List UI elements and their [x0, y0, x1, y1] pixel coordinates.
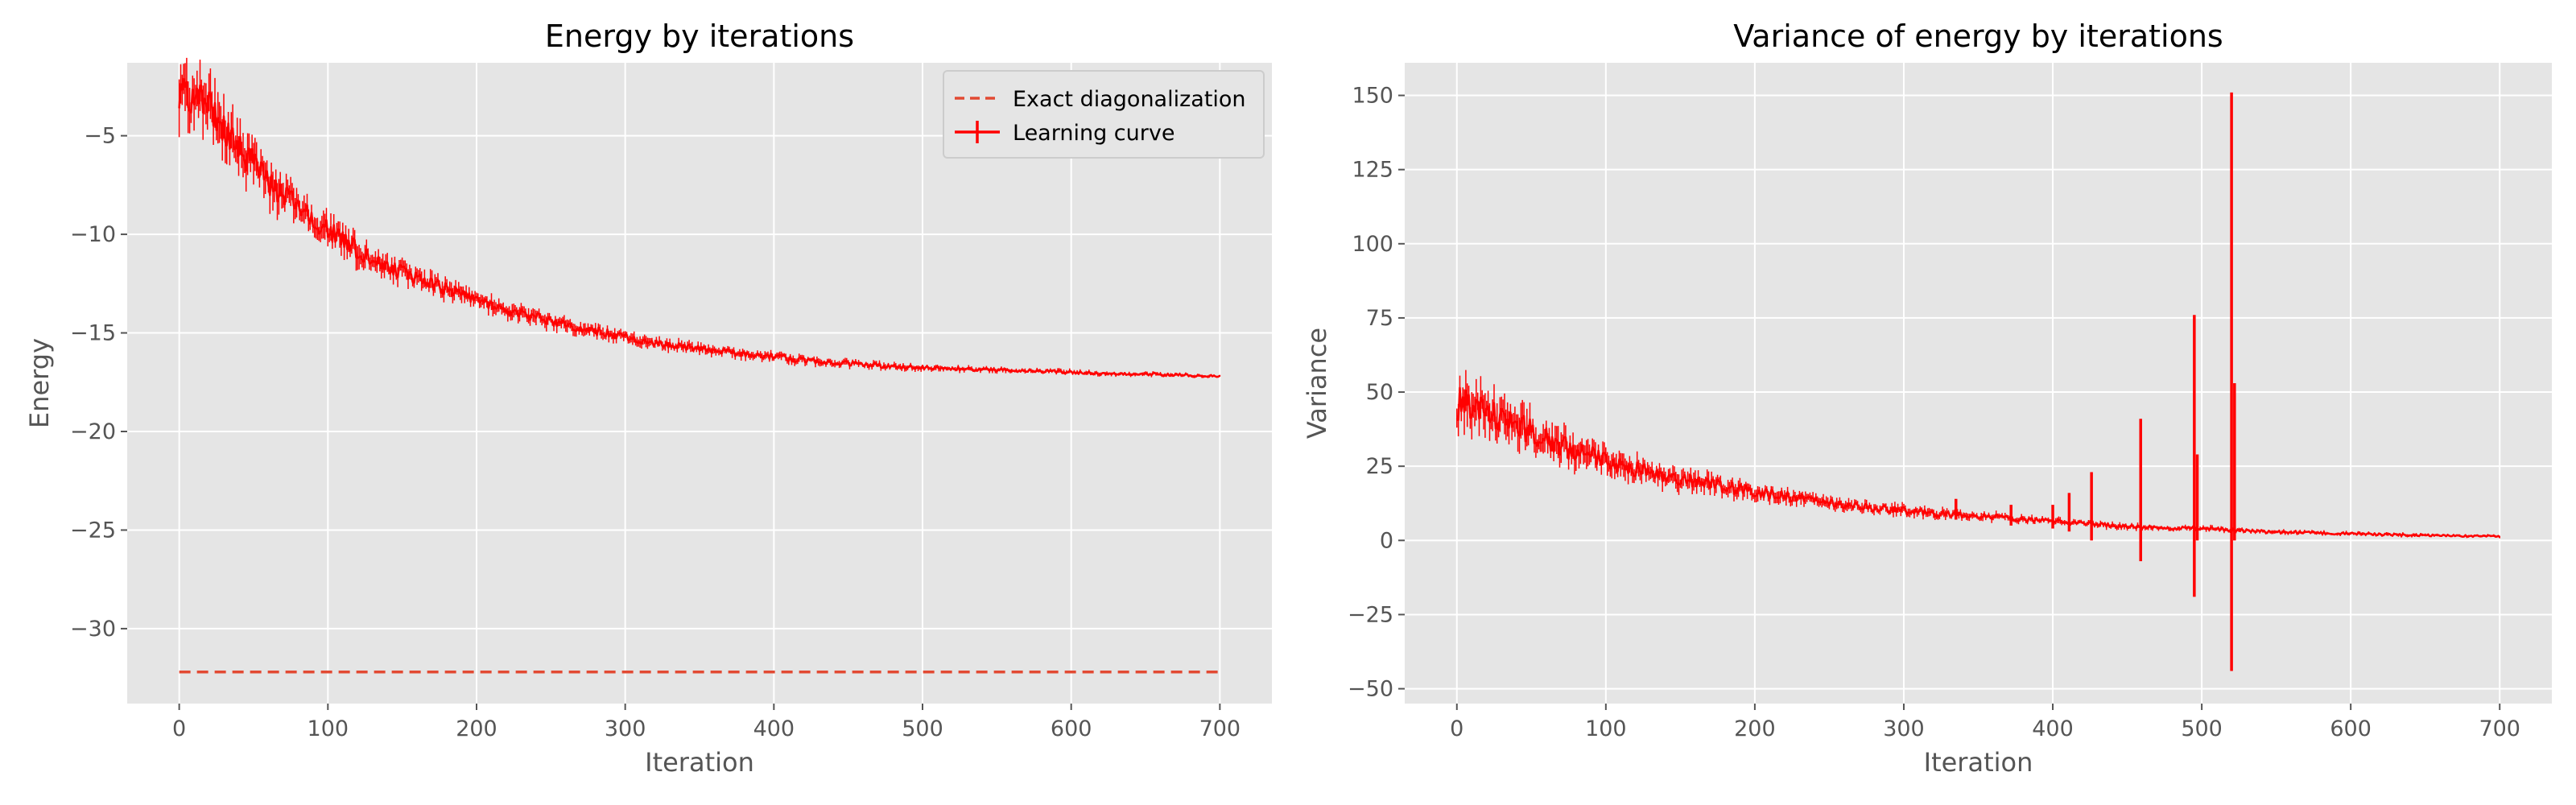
energy-plot-area	[127, 63, 1272, 704]
energy-series	[178, 57, 1221, 674]
x-tick-label: 0	[172, 716, 186, 741]
x-tick-label: 200	[456, 716, 497, 741]
y-tick-label: 125	[1352, 158, 1393, 183]
variance-panel: 0 100 200 300 400 500 600 700 −50 −25 0 25 50 75 100 1…	[1302, 19, 2552, 778]
energy-y-ticks: −30 −25 −20 −15 −10 −5	[70, 124, 127, 642]
energy-y-axis-label: Energy	[24, 338, 55, 428]
y-tick-label: −50	[1348, 677, 1393, 702]
variance-x-ticks: 0 100 200 300 400 500 600 700	[1450, 704, 2520, 741]
y-tick-label: −5	[84, 124, 116, 149]
y-tick-label: 0	[1380, 528, 1393, 553]
energy-legend: Exact diagonalization Learning curve	[943, 70, 1265, 159]
variance-grid	[1405, 63, 2552, 704]
y-tick-label: −25	[1348, 602, 1393, 627]
y-tick-label: 50	[1366, 380, 1393, 405]
x-tick-label: 700	[1199, 716, 1241, 741]
energy-chart-title: Energy by iterations	[545, 19, 854, 54]
x-tick-label: 300	[1883, 716, 1925, 741]
legend-learning-curve-label: Learning curve	[1013, 121, 1174, 146]
energy-x-axis-label: Iteration	[645, 747, 754, 778]
y-tick-label: −10	[70, 222, 116, 247]
y-tick-label: −15	[70, 321, 116, 346]
y-tick-label: −25	[70, 518, 116, 543]
y-tick-label: −30	[70, 617, 116, 642]
x-tick-label: 400	[2032, 716, 2074, 741]
y-tick-label: −20	[70, 419, 116, 444]
x-tick-label: 500	[2181, 716, 2223, 741]
variance-series	[1455, 92, 2501, 671]
x-tick-label: 0	[1450, 716, 1463, 741]
x-tick-label: 100	[1585, 716, 1627, 741]
series-learning-curve-line	[178, 77, 1221, 378]
y-tick-label: 100	[1352, 232, 1393, 257]
series-variance-line	[1455, 386, 2501, 539]
y-tick-label: 75	[1366, 306, 1393, 331]
legend-box	[943, 70, 1265, 159]
variance-plot-area	[1405, 63, 2552, 704]
variance-y-axis-label: Variance	[1302, 328, 1332, 439]
variance-y-ticks: −50 −25 0 25 50 75 100 125 150	[1348, 84, 1405, 702]
x-tick-label: 500	[902, 716, 943, 741]
energy-panel: 0 100 200 300 400 500 600 700 −30 −25 −20 −15 −10 −5…	[24, 19, 1272, 778]
x-tick-label: 600	[1051, 716, 1092, 741]
variance-x-axis-label: Iteration	[1924, 747, 2033, 778]
x-tick-label: 600	[2330, 716, 2372, 741]
y-tick-label: 150	[1352, 84, 1393, 109]
legend-exact-diagonalization-label: Exact diagonalization	[1013, 87, 1246, 112]
energy-grid	[127, 63, 1272, 704]
energy-x-ticks: 0 100 200 300 400 500 600 700	[172, 704, 1241, 741]
x-tick-label: 700	[2479, 716, 2520, 741]
variance-chart-title: Variance of energy by iterations	[1733, 19, 2223, 54]
x-tick-label: 200	[1734, 716, 1776, 741]
y-tick-label: 25	[1366, 454, 1393, 479]
x-tick-label: 400	[753, 716, 795, 741]
x-tick-label: 300	[605, 716, 646, 741]
x-tick-label: 100	[308, 716, 349, 741]
